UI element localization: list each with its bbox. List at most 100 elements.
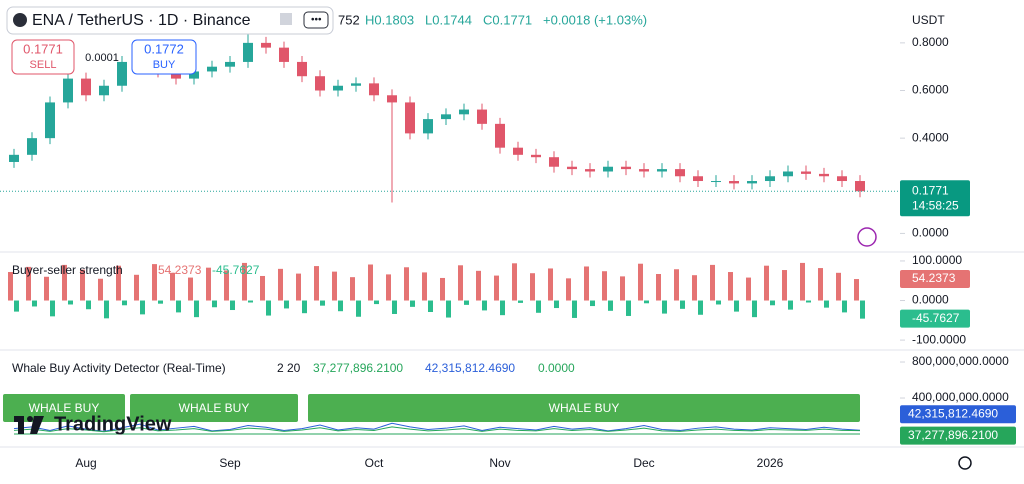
y-tick-label: 800,000,000.0000	[912, 354, 1009, 368]
y-tick-label: 0.4000	[912, 130, 949, 144]
histogram-bar	[620, 276, 625, 301]
candle-body	[477, 109, 487, 124]
histogram-bar	[140, 300, 145, 315]
histogram-bar	[656, 274, 661, 301]
histogram-bar	[44, 276, 49, 301]
candle-body	[693, 176, 703, 182]
candle-body	[279, 47, 289, 62]
x-tick-label: Nov	[489, 456, 510, 470]
value-box	[900, 426, 1016, 445]
candle-body	[783, 171, 793, 177]
candle-body	[729, 181, 739, 184]
y-tick-label: -100.0000	[912, 332, 966, 346]
histogram-bar	[188, 277, 193, 301]
last-price-box	[900, 180, 970, 217]
last-price: 0.1771	[912, 183, 949, 197]
histogram-bar	[518, 300, 523, 303]
ohlc-close: C0.1771	[483, 12, 532, 27]
histogram-bar	[356, 300, 361, 317]
candle-body	[81, 78, 91, 96]
candle-body	[495, 123, 505, 148]
candle-body	[297, 61, 307, 77]
value-box-label: 37,277,896.2100	[908, 428, 998, 442]
candle-body	[459, 109, 469, 115]
pane-value: 54.2373	[158, 263, 202, 277]
sell-button[interactable]	[11, 39, 75, 75]
candle-body	[243, 42, 253, 62]
spread: 0.0001	[85, 52, 119, 64]
y-tick-label: 400,000,000.0000	[912, 390, 1009, 404]
histogram-bar	[314, 266, 319, 301]
histogram-bar	[734, 300, 739, 312]
candle-body	[675, 169, 685, 177]
histogram-bar	[158, 300, 163, 304]
histogram-bar	[800, 262, 805, 301]
histogram-bar	[458, 265, 463, 301]
histogram-bar	[302, 300, 307, 314]
settings-icon[interactable]	[958, 456, 972, 470]
histogram-bar	[662, 300, 667, 314]
candle-body	[261, 42, 271, 48]
histogram-bar	[530, 273, 535, 301]
candle-body	[513, 147, 523, 155]
symbol-icon	[13, 13, 27, 27]
histogram-bar	[242, 262, 247, 301]
countdown: 14:58:25	[912, 198, 959, 212]
histogram-bar	[728, 272, 733, 301]
histogram-bar	[68, 300, 73, 305]
candle-body	[441, 114, 451, 120]
histogram-bar	[860, 300, 865, 319]
histogram-bar	[584, 266, 589, 301]
histogram-bar	[512, 263, 517, 301]
candle-body	[549, 157, 559, 167]
icon[interactable]	[280, 13, 292, 25]
histogram-bar	[50, 300, 55, 317]
x-tick-label: Oct	[365, 456, 384, 470]
histogram-bar	[644, 300, 649, 304]
histogram-bar	[296, 273, 301, 301]
buy-price: 0.1772	[144, 41, 184, 56]
symbol-box[interactable]	[6, 6, 334, 35]
histogram-bar	[638, 263, 643, 301]
histogram-bar	[392, 300, 397, 314]
histogram-bar	[80, 269, 85, 301]
sell-label: SELL	[30, 59, 57, 71]
histogram-bar	[590, 300, 595, 307]
histogram-bar	[692, 275, 697, 301]
histogram-bar	[626, 300, 631, 316]
whale-buy-label: WHALE BUY	[29, 401, 100, 415]
candle-body	[567, 166, 577, 170]
candle-body	[351, 83, 361, 86]
histogram-bar	[782, 270, 787, 301]
alert-icon[interactable]	[857, 227, 877, 247]
pane-params: 2 20	[277, 361, 301, 375]
candle-body	[405, 102, 415, 134]
candle-body	[171, 71, 181, 79]
logo-part	[30, 416, 44, 434]
panes: 0.8000 0.6000 0.4000 0.0000 Aug Sep Oct Nov Dec 2…	[0, 33, 1016, 470]
histogram-bar	[194, 300, 199, 318]
histogram-bar	[266, 300, 271, 316]
more-icon[interactable]	[303, 11, 329, 29]
histogram-bar	[500, 300, 505, 316]
value-box	[900, 405, 1016, 424]
histogram-bar	[248, 300, 253, 303]
whale-buy-box	[3, 394, 125, 422]
pane-value: 37,277,896.2100	[313, 361, 403, 375]
histogram-bar	[224, 270, 229, 301]
x-tick-label: Sep	[219, 456, 241, 470]
candle-body	[765, 176, 775, 182]
histogram-bar	[170, 272, 175, 301]
buy-label: BUY	[153, 59, 176, 71]
buy-button[interactable]	[131, 39, 197, 75]
watermark: TradingView	[14, 413, 172, 435]
whale-buy-box	[130, 394, 298, 422]
value-box	[900, 270, 970, 289]
pane-value: -45.7627	[212, 263, 260, 277]
histogram-bar	[602, 271, 607, 301]
candle-body	[333, 85, 343, 91]
series-line	[13, 426, 861, 433]
series-line	[13, 422, 861, 432]
histogram-bar	[32, 300, 37, 307]
pane-value: 0.0000	[538, 361, 575, 375]
